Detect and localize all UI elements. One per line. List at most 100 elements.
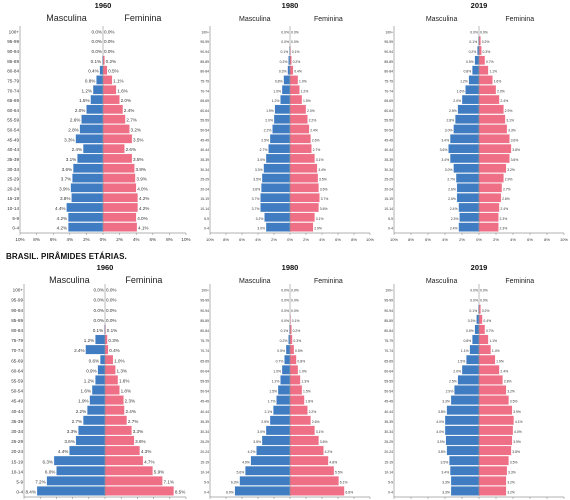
age-label: 65-69: [384, 99, 393, 103]
bar-masculina: [474, 324, 480, 335]
age-label: 25-29: [200, 178, 209, 182]
value-label-feminina: 3.3%: [508, 470, 516, 474]
age-label: 95-99: [384, 299, 393, 303]
age-label: 80-84: [11, 328, 23, 333]
value-label-masculina: 0.0%: [470, 289, 478, 293]
bar-feminina: [102, 212, 137, 222]
value-label-feminina: 2.2%: [309, 410, 317, 414]
value-label-feminina: 3.9%: [513, 440, 521, 444]
x-tick-label: 0%: [100, 237, 107, 242]
value-label-feminina: 2.0%: [497, 89, 505, 93]
value-label-feminina: 4.2%: [325, 450, 333, 454]
age-label: 60-64: [7, 108, 19, 113]
value-label-feminina: 0.0%: [104, 29, 114, 34]
value-label-masculina: 2.6%: [448, 187, 456, 191]
value-label-feminina: 0.0%: [106, 318, 116, 323]
value-label-feminina: 2.7%: [126, 118, 136, 123]
age-label: 95-99: [384, 40, 393, 44]
bar-feminina: [102, 94, 120, 105]
value-label-masculina: 6.3%: [231, 480, 239, 484]
age-label: 70-74: [200, 349, 209, 353]
age-label: 40-44: [200, 148, 209, 152]
value-label-masculina: 4.4%: [58, 449, 68, 454]
age-label: 95-99: [11, 298, 23, 303]
value-label-feminina: 3.6%: [511, 158, 519, 162]
age-label: 50-54: [384, 129, 393, 133]
value-label-feminina: 0.0%: [104, 49, 114, 54]
age-label: 75-79: [7, 78, 19, 83]
bar-masculina: [245, 465, 291, 476]
value-label-feminina: 8.5%: [175, 490, 185, 495]
bar-feminina: [102, 65, 108, 75]
value-label-masculina: 1.7%: [268, 400, 276, 404]
bar-feminina: [478, 435, 513, 446]
value-label-feminina: 2.0%: [307, 109, 315, 113]
value-label-feminina: 2.4%: [500, 369, 508, 373]
value-label-masculina: 1.9%: [266, 109, 274, 113]
bar-masculina: [97, 365, 106, 375]
value-label-masculina: 3.4%: [441, 138, 449, 142]
bar-feminina: [289, 222, 314, 232]
x-tick-label: 8%: [408, 237, 414, 242]
value-label-masculina: 3.2%: [256, 217, 264, 221]
bar-feminina: [289, 365, 299, 375]
x-tick-label: 4%: [66, 237, 73, 242]
bar-feminina: [478, 455, 509, 466]
bar-feminina: [104, 344, 109, 355]
bar-masculina: [69, 445, 106, 456]
value-label-feminina: 2.7%: [128, 419, 138, 424]
value-label-masculina: 3.0%: [257, 430, 265, 434]
bar-masculina: [96, 75, 104, 85]
value-label-masculina: 1.5%: [79, 98, 89, 103]
age-label: 55-59: [7, 118, 19, 123]
age-label: 50-54: [200, 129, 209, 133]
value-label-masculina: 0.1%: [280, 50, 288, 54]
legend-feminina: Feminina: [505, 278, 534, 285]
bar-masculina: [261, 173, 291, 183]
value-label-feminina: 1.0%: [299, 79, 307, 83]
bar-masculina: [264, 212, 291, 222]
age-label: 45-49: [200, 400, 209, 404]
bar-masculina: [476, 314, 480, 325]
age-label: 5-9: [204, 217, 209, 221]
age-label: 60-64: [384, 369, 393, 373]
bar-feminina: [478, 385, 507, 395]
value-label-feminina: 3.2%: [507, 480, 515, 484]
legend-feminina: Feminina: [125, 275, 162, 285]
bar-feminina: [289, 435, 319, 446]
value-label-feminina: 0.0%: [291, 299, 299, 303]
bar-masculina: [461, 94, 480, 105]
age-label: 50-54: [200, 390, 209, 394]
bar-feminina: [478, 375, 503, 385]
age-label: 15-19: [200, 197, 209, 201]
value-label-feminina: 0.3%: [483, 50, 491, 54]
age-label: 75-79: [200, 339, 209, 343]
bar-masculina: [284, 354, 291, 365]
value-label-feminina: 0.3%: [108, 338, 118, 343]
bar-feminina: [289, 212, 315, 222]
age-label: 45-49: [11, 399, 23, 404]
bar-masculina: [269, 415, 291, 426]
bar-feminina: [478, 45, 482, 56]
value-label-masculina: 0.0%: [94, 288, 104, 293]
age-label: 45-49: [384, 138, 393, 142]
bar-feminina: [289, 114, 308, 124]
value-label-feminina: 0.0%: [480, 289, 488, 293]
age-label: 100+: [201, 30, 209, 34]
age-label: 55-59: [11, 379, 23, 384]
value-label-feminina: 0.0%: [480, 299, 488, 303]
value-label-feminina: 1.9%: [496, 359, 504, 363]
bar-feminina: [289, 104, 307, 115]
x-tick-label: 10%: [560, 237, 568, 242]
bar-masculina: [272, 124, 291, 134]
bar-masculina: [458, 202, 480, 213]
age-label: 40-44: [200, 410, 209, 414]
age-label: 25-29: [11, 439, 23, 444]
age-label: 40-44: [7, 147, 19, 152]
bar-masculina: [472, 65, 480, 75]
x-tick-label: 0%: [287, 237, 293, 242]
x-tick-label: 10%: [390, 237, 398, 242]
bar-masculina: [469, 344, 480, 355]
bar-feminina: [289, 415, 311, 426]
age-label: 0-4: [204, 227, 209, 231]
